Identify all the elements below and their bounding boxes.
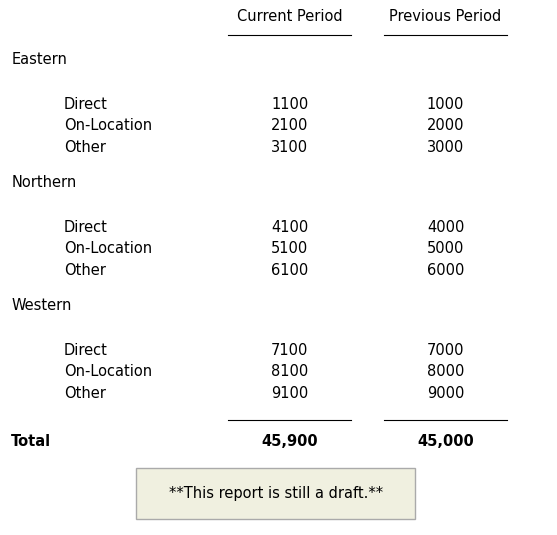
Text: On-Location: On-Location	[64, 364, 152, 379]
Text: 6000: 6000	[427, 263, 465, 278]
Text: Other: Other	[64, 386, 106, 401]
Text: Total: Total	[11, 434, 51, 449]
Text: 45,900: 45,900	[261, 434, 318, 449]
FancyBboxPatch shape	[136, 468, 415, 519]
Text: 5100: 5100	[271, 241, 308, 256]
Text: Northern: Northern	[11, 175, 76, 190]
Text: On-Location: On-Location	[64, 241, 152, 256]
Text: 8100: 8100	[271, 364, 308, 379]
Text: 9000: 9000	[427, 386, 465, 401]
Text: Western: Western	[11, 298, 71, 313]
Text: 1000: 1000	[427, 97, 465, 112]
Text: Direct: Direct	[64, 97, 108, 112]
Text: Eastern: Eastern	[11, 52, 67, 67]
Text: 5000: 5000	[427, 241, 465, 256]
Text: Previous Period: Previous Period	[389, 9, 502, 24]
Text: 1100: 1100	[271, 97, 308, 112]
Text: 3100: 3100	[271, 140, 308, 155]
Text: Direct: Direct	[64, 343, 108, 358]
Text: 9100: 9100	[271, 386, 308, 401]
Text: 6100: 6100	[271, 263, 308, 278]
Text: 2000: 2000	[427, 118, 465, 133]
Text: Direct: Direct	[64, 220, 108, 235]
Text: 2100: 2100	[271, 118, 309, 133]
Text: On-Location: On-Location	[64, 118, 152, 133]
Text: 4000: 4000	[427, 220, 465, 235]
Text: 4100: 4100	[271, 220, 308, 235]
Text: Other: Other	[64, 263, 106, 278]
Text: Current Period: Current Period	[237, 9, 343, 24]
Text: Other: Other	[64, 140, 106, 155]
Text: 45,000: 45,000	[417, 434, 474, 449]
Text: 3000: 3000	[427, 140, 464, 155]
Text: 7000: 7000	[427, 343, 465, 358]
Text: 7100: 7100	[271, 343, 309, 358]
Text: 8000: 8000	[427, 364, 465, 379]
Text: **This report is still a draft.**: **This report is still a draft.**	[169, 486, 383, 501]
